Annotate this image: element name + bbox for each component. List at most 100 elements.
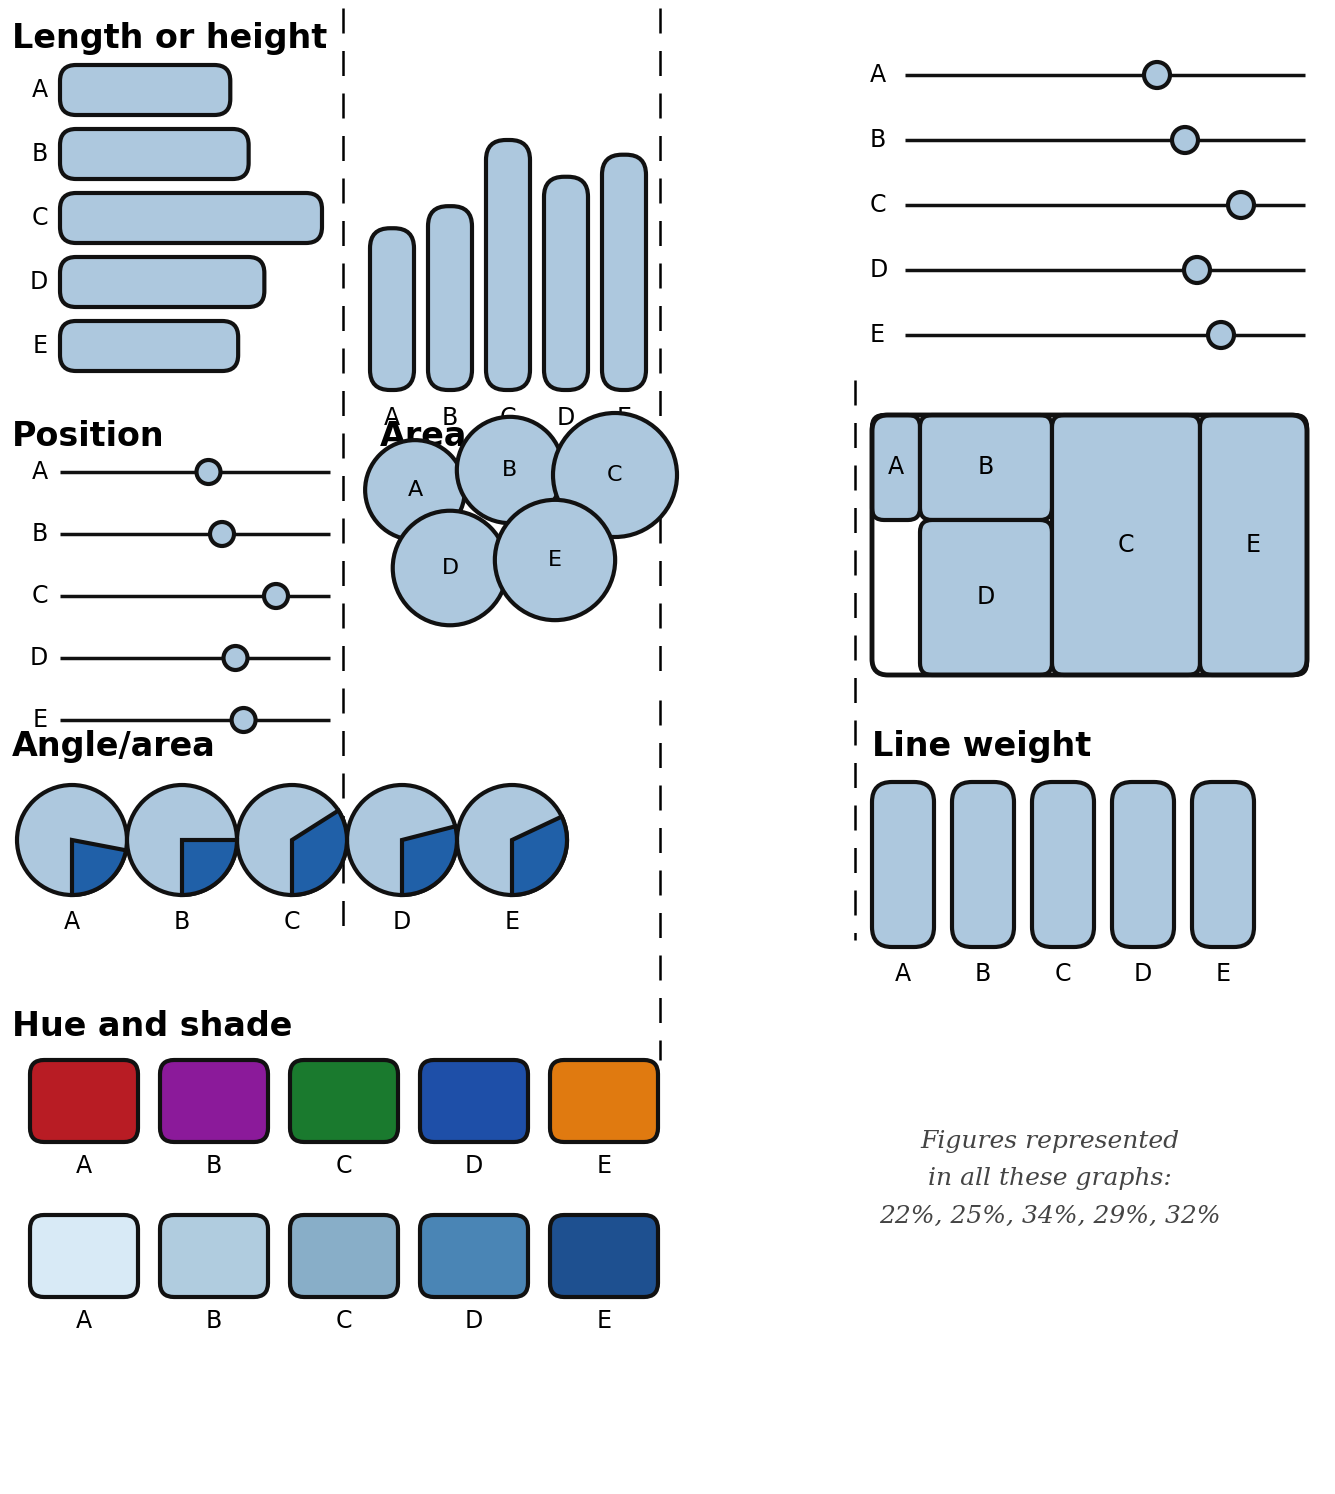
FancyBboxPatch shape	[29, 1215, 138, 1297]
Text: D: D	[29, 270, 48, 294]
Text: A: A	[76, 1153, 92, 1177]
Text: E: E	[1246, 533, 1262, 557]
Circle shape	[1144, 61, 1169, 88]
FancyBboxPatch shape	[160, 1061, 268, 1141]
Text: A: A	[64, 910, 80, 934]
Text: D: D	[442, 557, 458, 578]
Text: Hue and shade: Hue and shade	[12, 1010, 292, 1043]
FancyBboxPatch shape	[920, 520, 1052, 675]
Text: Area: Area	[380, 420, 467, 453]
Text: B: B	[442, 406, 458, 430]
Text: A: A	[870, 63, 886, 87]
Text: E: E	[33, 335, 48, 359]
Text: E: E	[505, 910, 519, 934]
Text: Length or height: Length or height	[12, 22, 327, 55]
Text: D: D	[1133, 962, 1152, 986]
Text: E: E	[597, 1153, 611, 1177]
Text: D: D	[392, 910, 411, 934]
Text: D: D	[977, 586, 995, 610]
Text: E: E	[870, 323, 885, 347]
Text: E: E	[617, 406, 631, 430]
Text: B: B	[977, 456, 995, 480]
FancyBboxPatch shape	[370, 229, 414, 390]
Wedge shape	[72, 840, 125, 895]
Text: Line weight: Line weight	[872, 731, 1091, 763]
Text: A: A	[384, 406, 400, 430]
Circle shape	[1184, 257, 1210, 282]
FancyBboxPatch shape	[550, 1061, 658, 1141]
FancyBboxPatch shape	[429, 206, 473, 390]
Circle shape	[457, 784, 567, 895]
Wedge shape	[292, 811, 347, 895]
FancyBboxPatch shape	[290, 1061, 398, 1141]
Text: C: C	[335, 1309, 352, 1333]
Text: C: C	[284, 910, 300, 934]
Circle shape	[495, 500, 615, 620]
Circle shape	[553, 412, 677, 536]
FancyBboxPatch shape	[486, 140, 530, 390]
FancyBboxPatch shape	[60, 193, 322, 244]
FancyBboxPatch shape	[1200, 415, 1307, 675]
Text: C: C	[499, 406, 517, 430]
Text: Figures represented
in all these graphs:
22%, 25%, 34%, 29%, 32%: Figures represented in all these graphs:…	[880, 1129, 1220, 1228]
Text: B: B	[975, 962, 991, 986]
Circle shape	[347, 784, 457, 895]
Text: C: C	[335, 1153, 352, 1177]
Wedge shape	[182, 840, 238, 895]
FancyBboxPatch shape	[920, 415, 1052, 520]
Text: E: E	[33, 708, 48, 732]
FancyBboxPatch shape	[60, 257, 264, 306]
FancyBboxPatch shape	[550, 1215, 658, 1297]
Text: B: B	[870, 128, 886, 152]
FancyBboxPatch shape	[421, 1061, 529, 1141]
FancyBboxPatch shape	[1052, 415, 1200, 675]
Text: B: B	[502, 460, 518, 480]
Wedge shape	[513, 817, 567, 895]
Text: D: D	[465, 1309, 483, 1333]
Circle shape	[392, 511, 507, 626]
FancyBboxPatch shape	[872, 781, 934, 947]
Wedge shape	[402, 826, 457, 895]
FancyBboxPatch shape	[290, 1215, 398, 1297]
FancyBboxPatch shape	[60, 321, 238, 371]
Circle shape	[127, 784, 238, 895]
FancyBboxPatch shape	[543, 176, 587, 390]
Text: B: B	[32, 142, 48, 166]
Circle shape	[1172, 127, 1197, 152]
Circle shape	[1208, 323, 1234, 348]
FancyBboxPatch shape	[952, 781, 1015, 947]
FancyBboxPatch shape	[60, 66, 231, 115]
FancyBboxPatch shape	[1032, 781, 1093, 947]
Text: E: E	[1215, 962, 1231, 986]
Text: A: A	[407, 480, 423, 500]
FancyBboxPatch shape	[872, 415, 920, 520]
Circle shape	[196, 460, 220, 484]
Text: A: A	[32, 460, 48, 484]
Circle shape	[366, 441, 465, 539]
FancyBboxPatch shape	[160, 1215, 268, 1297]
Text: C: C	[1055, 962, 1071, 986]
Circle shape	[457, 417, 563, 523]
Text: A: A	[894, 962, 910, 986]
Circle shape	[210, 521, 234, 545]
Text: Angle/area: Angle/area	[12, 731, 216, 763]
Circle shape	[231, 708, 255, 732]
Circle shape	[264, 584, 288, 608]
FancyBboxPatch shape	[1192, 781, 1254, 947]
Circle shape	[223, 645, 247, 669]
Text: D: D	[465, 1153, 483, 1177]
FancyBboxPatch shape	[1112, 781, 1173, 947]
FancyBboxPatch shape	[60, 128, 248, 179]
Text: E: E	[597, 1309, 611, 1333]
Circle shape	[238, 784, 347, 895]
Text: C: C	[32, 584, 48, 608]
Circle shape	[17, 784, 127, 895]
Text: E: E	[547, 550, 562, 571]
FancyBboxPatch shape	[602, 155, 646, 390]
Text: A: A	[32, 78, 48, 102]
Circle shape	[1228, 193, 1254, 218]
FancyBboxPatch shape	[421, 1215, 529, 1297]
Text: D: D	[29, 645, 48, 669]
Text: A: A	[76, 1309, 92, 1333]
Text: C: C	[607, 465, 622, 486]
